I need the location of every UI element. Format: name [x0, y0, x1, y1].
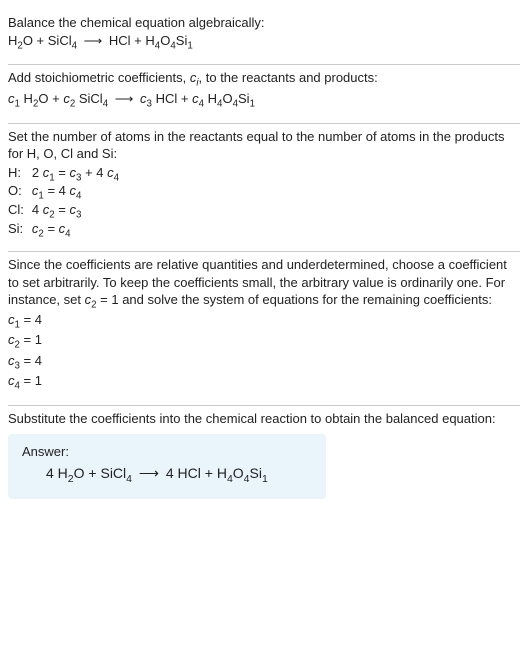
balance-title: Balance the chemical equation algebraica… [8, 14, 520, 32]
section-stoich: Add stoichiometric coefficients, ci, to … [8, 65, 520, 123]
section-atoms: Set the number of atoms in the reactants… [8, 124, 520, 251]
stoich-equation: c1 H2O + c2 SiCl4 ⟶ c3 HCl + c4 H4O4Si1 [8, 90, 520, 111]
atom-equation: c2 = c4 [32, 221, 123, 240]
answer-box: Answer: 4 H2O + SiCl4 ⟶ 4 HCl + H4O4Si1 [8, 434, 326, 499]
atom-label: Si: [8, 221, 32, 240]
section-answer: Substitute the coefficients into the che… [8, 406, 520, 510]
atom-equation: 4 c2 = c3 [32, 202, 123, 221]
atom-label: O: [8, 183, 32, 202]
coeff-value: c3 = 4 [8, 353, 520, 373]
section-solve: Since the coefficients are relative quan… [8, 252, 520, 405]
coeff-value: c1 = 4 [8, 312, 520, 332]
table-row: H: 2 c1 = c3 + 4 c4 [8, 165, 123, 184]
answer-equation: 4 H2O + SiCl4 ⟶ 4 HCl + H4O4Si1 [22, 465, 312, 485]
section-balance: Balance the chemical equation algebraica… [8, 10, 520, 64]
answer-text: Substitute the coefficients into the che… [8, 410, 520, 428]
table-row: Si: c2 = c4 [8, 221, 123, 240]
atoms-table: H: 2 c1 = c3 + 4 c4 O: c1 = 4 c4 Cl: 4 c… [8, 165, 123, 239]
atom-label: H: [8, 165, 32, 184]
atom-equation: c1 = 4 c4 [32, 183, 123, 202]
coeff-value: c2 = 1 [8, 332, 520, 352]
table-row: O: c1 = 4 c4 [8, 183, 123, 202]
answer-label: Answer: [22, 444, 312, 459]
coeff-value: c4 = 1 [8, 373, 520, 393]
atom-equation: 2 c1 = c3 + 4 c4 [32, 165, 123, 184]
stoich-text: Add stoichiometric coefficients, ci, to … [8, 69, 520, 90]
atoms-text: Set the number of atoms in the reactants… [8, 128, 520, 163]
coeff-list: c1 = 4 c2 = 1 c3 = 4 c4 = 1 [8, 312, 520, 393]
balance-equation: H2O + SiCl4 ⟶ HCl + H4O4Si1 [8, 32, 520, 53]
solve-text: Since the coefficients are relative quan… [8, 256, 520, 312]
atom-label: Cl: [8, 202, 32, 221]
table-row: Cl: 4 c2 = c3 [8, 202, 123, 221]
